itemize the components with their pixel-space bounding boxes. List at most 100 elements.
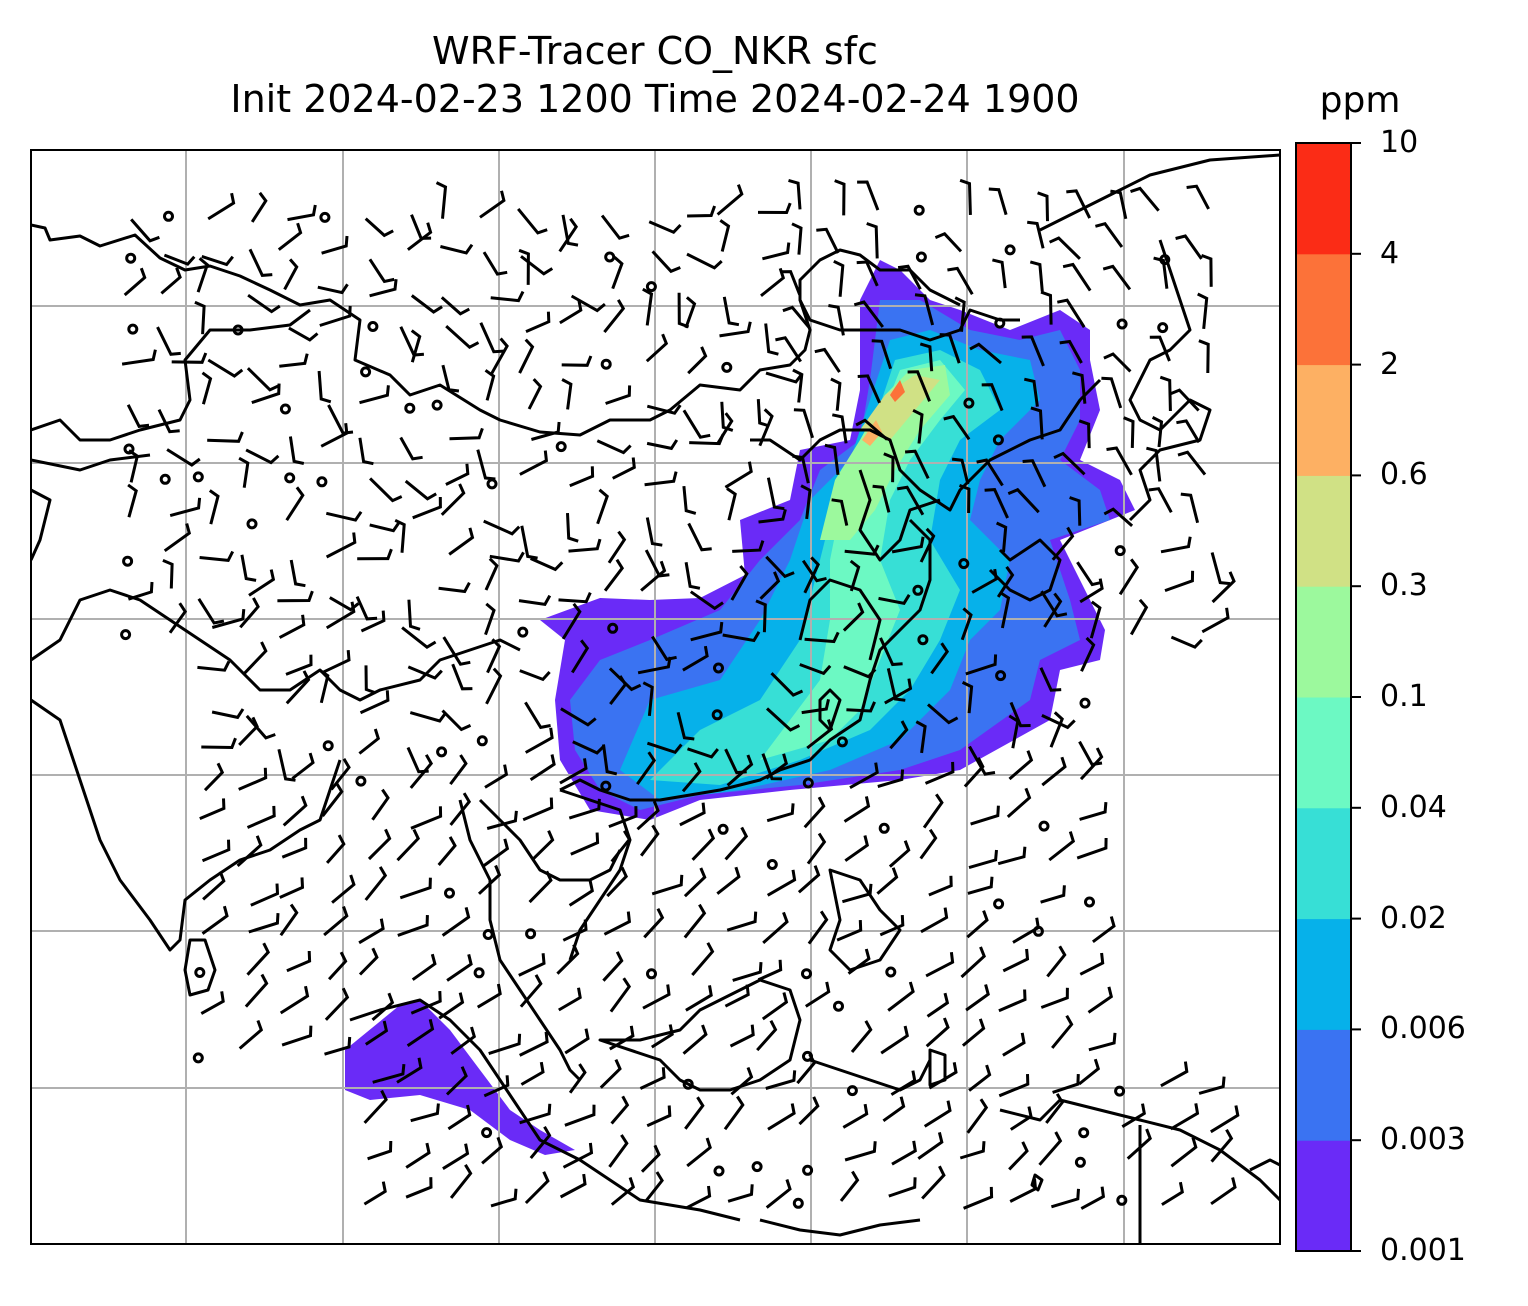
wind-barb [1066,189,1092,219]
wind-barb [1210,1105,1240,1134]
wind-barb [197,597,225,625]
wind-barb [924,761,955,785]
wind-barb [1051,526,1075,561]
wind-barb [831,413,848,444]
calm-wind-marker [915,251,927,263]
wind-barb [407,665,443,680]
wind-barb [775,336,802,363]
wind-barb [780,270,802,296]
wind-barb [484,764,509,789]
wind-barb [363,1089,388,1124]
wind-barb [928,875,953,897]
wind-barb [756,399,770,428]
wind-barb [486,810,518,830]
wind-barb [879,637,903,667]
wind-barb [684,296,697,329]
wind-barb [406,1018,435,1048]
calm-wind-marker [1078,1127,1090,1139]
wind-barb [719,219,731,252]
wind-barb [920,907,949,934]
wind-barb [726,911,758,932]
wind-barb [961,681,974,714]
wind-barb [410,1103,440,1123]
wind-barb [1079,801,1108,821]
calm-wind-marker [604,251,616,263]
wind-barb [999,591,1011,629]
wind-barb [608,806,638,828]
calm-wind-marker [125,252,137,264]
wind-barb [1210,1128,1234,1163]
calm-wind-marker [127,323,139,335]
wind-barb [1153,256,1169,289]
wind-barb [842,602,865,632]
wind-barb [1159,375,1172,412]
wind-barb [798,1096,820,1126]
calm-wind-marker [123,443,135,455]
calm-wind-marker [992,434,1004,446]
wind-barb [529,754,556,782]
wind-barb [519,1031,549,1057]
calm-wind-marker [792,1197,804,1209]
calm-wind-marker [122,555,134,567]
calm-wind-marker [1116,1194,1128,1206]
wind-barb [404,479,437,501]
wind-barb [609,1025,635,1051]
wind-barb [530,421,561,441]
wind-barb [488,1033,522,1056]
wind-barb [1126,1128,1152,1160]
wind-barb [1069,496,1082,526]
wind-barb [562,919,588,942]
wind-barb [451,663,473,691]
wind-barb [755,599,767,633]
wind-barb [833,259,845,297]
wind-barb [1041,714,1076,730]
wind-barb [765,1070,797,1090]
wind-barb [364,1020,389,1046]
calm-wind-marker [473,967,485,979]
wind-barb [643,908,665,939]
wind-barb [792,454,810,484]
wind-barb [409,711,447,723]
plume-southwest-level-1 [345,1000,575,1155]
wind-barb [329,596,360,612]
wind-barb [1021,335,1045,367]
wind-barb [797,865,821,894]
wind-barb [847,948,871,975]
wind-barb [799,663,832,676]
wind-barb [449,792,472,826]
wind-barb [963,1186,994,1210]
wind-barb [479,322,504,354]
wind-barb [642,681,654,717]
calm-wind-marker [802,777,814,789]
wind-barb [479,190,506,219]
wind-barb [877,769,905,788]
wind-barb [943,414,971,441]
wind-barb [160,267,182,295]
wind-barb [358,918,385,945]
map-title-line1: WRF-Tracer CO_NKR sfc [432,29,878,73]
wind-barb [608,1134,629,1168]
wind-barb [200,991,225,1015]
wind-barb [441,364,460,393]
wind-barb [401,626,437,650]
calm-wind-marker [836,736,848,748]
wind-barb [757,202,792,215]
wind-barb [1040,590,1068,618]
wind-barb [1103,507,1134,528]
wind-barb [1079,578,1104,604]
calm-wind-marker [646,968,657,980]
wind-barb [939,333,961,364]
wind-barb [651,874,684,896]
wind-barb [796,1053,817,1085]
wind-barb [1029,260,1044,292]
wind-barb [559,758,588,785]
wind-barb [788,178,802,210]
wind-barb [442,636,471,666]
wind-barb [245,448,280,465]
wind-barb [238,1019,264,1050]
wind-barb [203,762,225,792]
wind-barb [277,222,303,251]
wind-barb [289,559,306,588]
wind-barb [201,839,231,863]
colorbar-tick-label: 10 [1380,125,1419,160]
